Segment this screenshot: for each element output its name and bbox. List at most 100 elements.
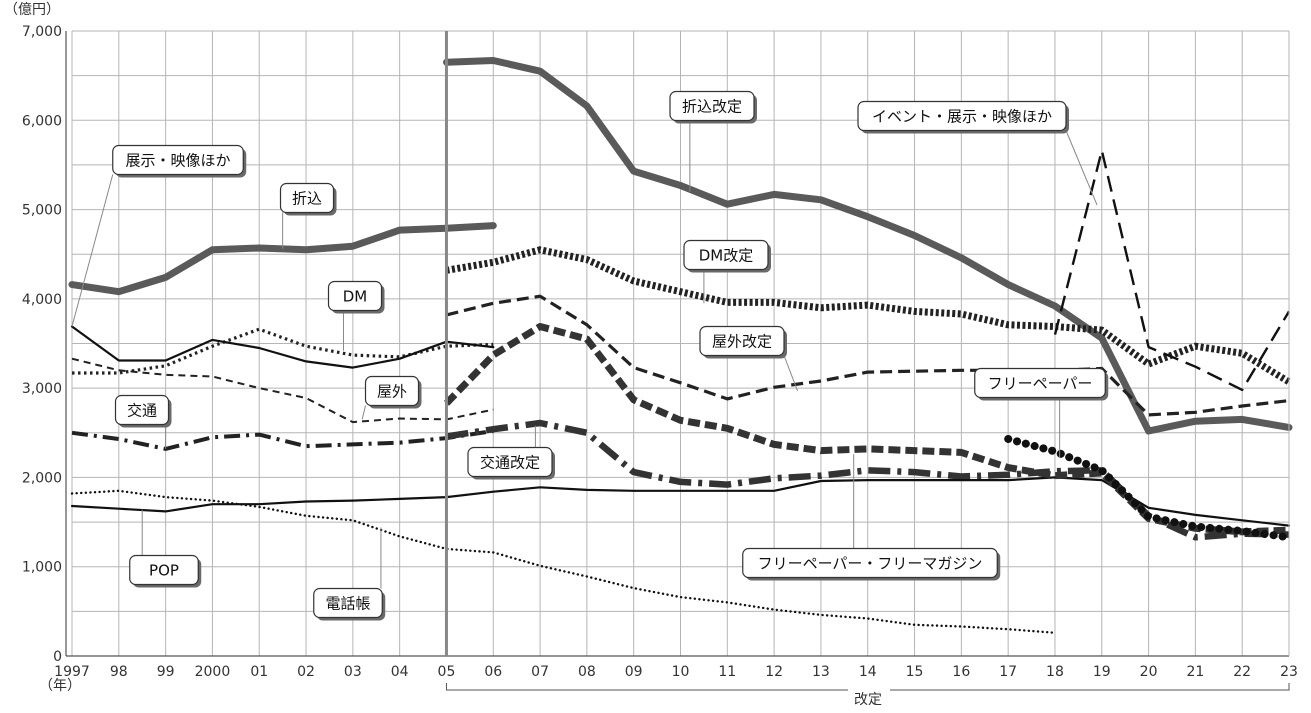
axes: 0 1,000 2,000 3,000 4,000 5,000 6,000 7,000 1997… <box>22 24 1298 691</box>
series-line-solid-thin <box>70 325 495 369</box>
callout-box: 屋外改定 <box>699 325 787 359</box>
y-tick-label: 5,000 <box>22 203 62 219</box>
callout-box: DM改定 <box>683 239 771 273</box>
series-lines <box>68 57 1293 634</box>
series-line-thick-gray <box>443 57 1293 435</box>
x-tick-label: 20 <box>1140 664 1158 680</box>
callout-box: 交通 <box>114 394 172 428</box>
callout-label: 屋外改定 <box>712 333 772 351</box>
callout-box: フリーペーパー・フリーマガジン <box>742 547 1001 581</box>
callout-box: 折込 <box>279 182 337 216</box>
callout-frame <box>112 144 244 176</box>
callout-leader <box>1065 130 1098 206</box>
x-tick-label: 01 <box>250 664 268 680</box>
callout-frame <box>279 182 335 214</box>
callout-frame <box>313 587 383 619</box>
series-line-solid-thin <box>70 476 1291 527</box>
callout-leader <box>783 355 798 392</box>
x-tick-label: 05 <box>438 664 456 680</box>
callout-label: DM <box>343 288 368 306</box>
series-line-dotted-small <box>70 489 1057 634</box>
y-tick-label: 0 <box>53 649 62 665</box>
callout-label: フリーペーパー <box>988 375 1093 393</box>
x-tick-label: 11 <box>718 664 736 680</box>
y-tick-label: 1,000 <box>22 560 62 576</box>
series-line-dash-long <box>1053 149 1291 392</box>
callout-box: フリーペーパー <box>974 367 1109 401</box>
callout-label: 折込 <box>292 190 322 208</box>
callout-frame <box>669 90 755 122</box>
series-line-dotted-large <box>1004 435 1293 542</box>
callout-frame <box>683 239 769 271</box>
series-line-dashed-thin <box>71 357 494 424</box>
series-line-dotted-medium <box>72 327 494 375</box>
x-tick-label: 14 <box>859 664 877 680</box>
x-tick-label: 10 <box>672 664 690 680</box>
x-tick-label: 99 <box>157 664 175 680</box>
callout-leader <box>71 174 114 327</box>
callout-label: 折込改定 <box>682 98 742 116</box>
x-tick-label: 17 <box>999 664 1017 680</box>
revised-period-label: 改定 <box>854 692 882 708</box>
callout-frame <box>699 325 785 357</box>
y-tick-label: 7,000 <box>22 24 62 40</box>
callout-box: POP <box>129 554 202 588</box>
x-tick-label: 15 <box>906 664 924 680</box>
callout-label: 電話帳 <box>325 595 370 613</box>
revised-bracket <box>445 683 1290 691</box>
callout-label: DM改定 <box>699 247 754 265</box>
callout-label: 展示・映像ほか <box>125 152 230 170</box>
x-tick-label: 07 <box>531 664 549 680</box>
x-tick-label: 18 <box>1046 664 1064 680</box>
callout-label: POP <box>149 562 179 580</box>
callout-frame <box>467 446 553 478</box>
callout-frame <box>364 375 420 407</box>
callout-label: 屋外 <box>377 383 407 401</box>
callout-box: イベント・展示・映像ほか <box>857 100 1069 134</box>
x-tick-label: 1997 <box>54 664 90 680</box>
x-tick-label: 16 <box>952 664 970 680</box>
series-line-thick-gray <box>68 222 497 296</box>
callout-box: DM <box>327 280 385 314</box>
x-tick-label: 2000 <box>195 664 231 680</box>
callout-leader <box>361 405 366 420</box>
callout-frame <box>327 280 383 312</box>
series-line-dashed-medium <box>446 294 1290 417</box>
callout-frame <box>129 554 199 586</box>
x-tick-label: 21 <box>1186 664 1204 680</box>
callout-frame <box>742 547 998 579</box>
x-tick-label: 02 <box>297 664 315 680</box>
series-line-dashdot-medium <box>71 429 494 451</box>
callout-label: フリーペーパー・フリーマガジン <box>758 555 983 573</box>
callout-frame <box>857 100 1067 132</box>
x-tick-label: 06 <box>484 664 502 680</box>
callout-label: 交通 <box>127 402 157 420</box>
callout-box: 折込改定 <box>669 90 757 124</box>
callout-box: 交通改定 <box>467 446 555 480</box>
y-tick-label: 4,000 <box>22 292 62 308</box>
x-tick-label: 13 <box>812 664 830 680</box>
x-tick-label: 23 <box>1280 664 1298 680</box>
y-unit-label: （億円） <box>4 2 60 18</box>
x-tick-label: 12 <box>765 664 783 680</box>
callout-label: イベント・展示・映像ほか <box>872 108 1052 126</box>
callout-frame <box>114 394 170 426</box>
x-tick-label: 22 <box>1233 664 1251 680</box>
callout-box: 電話帳 <box>313 587 386 621</box>
x-tick-label: 09 <box>625 664 643 680</box>
callout-label: 交通改定 <box>480 454 540 472</box>
x-tick-label: 04 <box>391 664 409 680</box>
callout-box: 展示・映像ほか <box>112 144 247 178</box>
callout-frame <box>974 367 1106 399</box>
callout-leaders <box>71 120 1098 589</box>
y-tick-label: 2,000 <box>22 470 62 486</box>
x-tick-label: 19 <box>1093 664 1111 680</box>
y-tick-label: 3,000 <box>22 381 62 397</box>
y-tick-label: 6,000 <box>22 113 62 129</box>
x-tick-label: 08 <box>578 664 596 680</box>
series-line-dotted-heavy <box>445 246 1291 385</box>
x-tick-label: 03 <box>344 664 362 680</box>
x-unit-label: （年） <box>39 678 81 694</box>
